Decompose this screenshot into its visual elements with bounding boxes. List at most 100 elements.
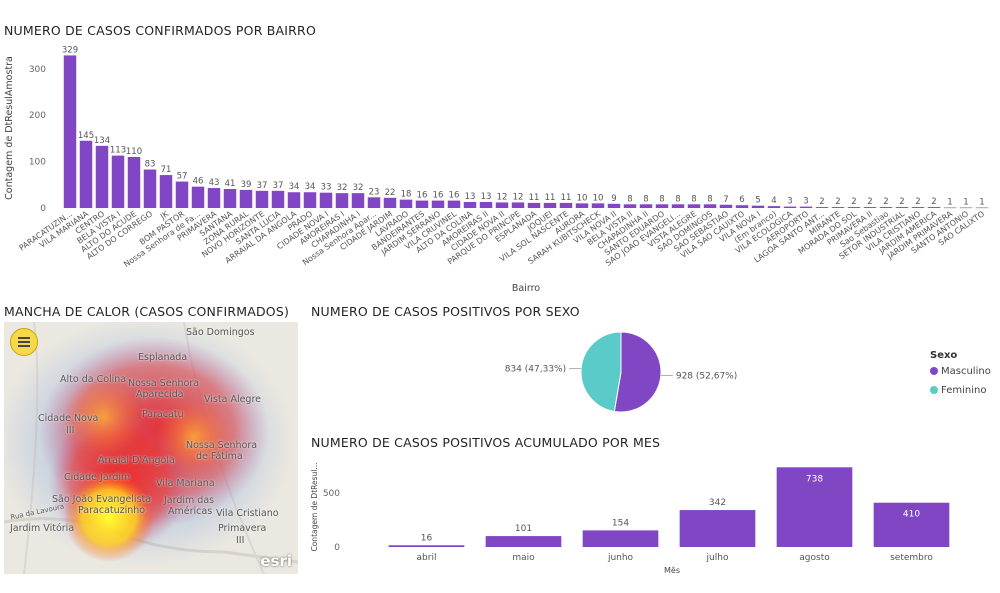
heat-map[interactable]: São Domingos Esplanada Alto da Colina No… [4, 322, 298, 574]
bar [943, 207, 957, 209]
data-label: 3 [787, 197, 792, 207]
legend-item-masculino[interactable]: Masculino [930, 366, 991, 377]
data-label: 1 [947, 198, 952, 208]
bar [335, 193, 349, 208]
data-label: 13 [465, 192, 476, 202]
bar [383, 197, 397, 208]
bar [223, 188, 237, 208]
bar [207, 188, 221, 208]
map-label: Cidade Jardim [64, 472, 131, 483]
map-label: Paracatu [142, 409, 184, 420]
bar [911, 207, 925, 208]
bar-chart-mes[interactable]: 0 500 Contagem de DtResul... Mês 16 abril 101 m… [300, 452, 1000, 592]
bar [639, 204, 653, 208]
pie-slice-masculino[interactable] [613, 331, 662, 413]
y-tick-label: 200 [29, 111, 46, 121]
map-label: Arraial D'Angola [98, 455, 175, 466]
data-label: 16 [417, 191, 428, 201]
map-label: Nossa Senhora [186, 440, 258, 451]
bar [143, 169, 157, 208]
data-label: 46 [193, 177, 204, 187]
map-label: Aparecida [136, 389, 184, 400]
bar [239, 189, 253, 208]
bar [582, 530, 659, 547]
map-label: Vila Cristiano [216, 508, 279, 519]
data-label: 34 [289, 182, 300, 192]
map-label: Esplanada [138, 352, 188, 363]
bar-chart-bairro[interactable]: 0 100 200 300 Contagem de DtResulAmostra Bair… [0, 0, 1000, 300]
data-label: 2 [899, 197, 904, 207]
x-tick-label: julho [706, 553, 729, 563]
bar [847, 207, 861, 208]
bar [159, 175, 173, 208]
bar [607, 203, 621, 208]
map-label: Jardim das [164, 495, 215, 506]
data-label: 8 [659, 194, 664, 204]
bar-group[interactable]: 154 junho [582, 518, 659, 563]
pie-slice-feminino[interactable] [580, 331, 622, 413]
pie-chart-sexo[interactable]: 928 (52,67%) 834 (47,33%) [300, 322, 1000, 432]
bar [671, 204, 685, 208]
x-tick-label: abril [417, 553, 437, 563]
bar [687, 204, 701, 208]
bar [127, 156, 141, 208]
data-label: 9 [611, 194, 616, 204]
bar-group[interactable]: 342 julho [679, 498, 756, 563]
bar-group[interactable]: 738 agosto [776, 467, 853, 563]
bar [783, 206, 797, 208]
data-label: 41 [225, 179, 236, 189]
x-tick-label: setembro [890, 553, 933, 563]
bar [175, 181, 189, 208]
heat-map-surface [4, 322, 298, 574]
data-label: 83 [145, 160, 156, 170]
data-label: 2 [915, 197, 920, 207]
data-label: 8 [691, 194, 696, 204]
data-label: 37 [257, 181, 268, 191]
hamburger-menu-icon[interactable] [10, 328, 38, 356]
bar-group[interactable]: 101 maio [485, 524, 562, 563]
bar [815, 207, 829, 208]
map-label: III [236, 535, 245, 546]
data-label: 7 [723, 195, 728, 205]
data-label: 13 [481, 192, 492, 202]
map-label: Jardim Vitória [10, 523, 75, 534]
data-label: 329 [62, 45, 78, 55]
bar [623, 204, 637, 208]
bar [873, 502, 950, 547]
bar [527, 202, 541, 208]
map-label: de Fátima [196, 451, 243, 462]
map-label: São João Evangelista [52, 494, 152, 505]
legend-item-feminino[interactable]: Feminino [930, 385, 986, 396]
data-label: 10 [593, 193, 604, 203]
map-label: Alto da Colina [60, 374, 127, 385]
data-label: 738 [806, 474, 823, 484]
y-tick-label: 500 [323, 489, 340, 499]
data-label: 33 [321, 183, 332, 193]
data-label: 18 [401, 190, 412, 200]
x-tick-label: maio [512, 553, 535, 563]
data-label: 1 [979, 198, 984, 208]
bar [575, 203, 589, 208]
bar [479, 201, 493, 208]
bar [271, 190, 285, 208]
bar [879, 207, 893, 208]
bar [399, 199, 413, 208]
bar-group[interactable]: 410 setembro [873, 502, 950, 563]
bar [831, 207, 845, 208]
data-label: 8 [707, 194, 712, 204]
bar [367, 197, 381, 208]
data-label: 342 [709, 498, 726, 508]
legend-swatch [930, 386, 938, 394]
legend-swatch [930, 367, 938, 375]
bar-group[interactable]: 16 abril [388, 533, 465, 563]
x-tick-label: agosto [799, 553, 830, 563]
bar [895, 207, 909, 208]
data-label: 6 [739, 195, 744, 205]
y-tick-label: 300 [29, 65, 46, 75]
data-label: 113 [110, 146, 126, 156]
data-label: 2 [835, 197, 840, 207]
data-label: 2 [931, 197, 936, 207]
bar [591, 203, 605, 208]
bar [543, 202, 557, 208]
